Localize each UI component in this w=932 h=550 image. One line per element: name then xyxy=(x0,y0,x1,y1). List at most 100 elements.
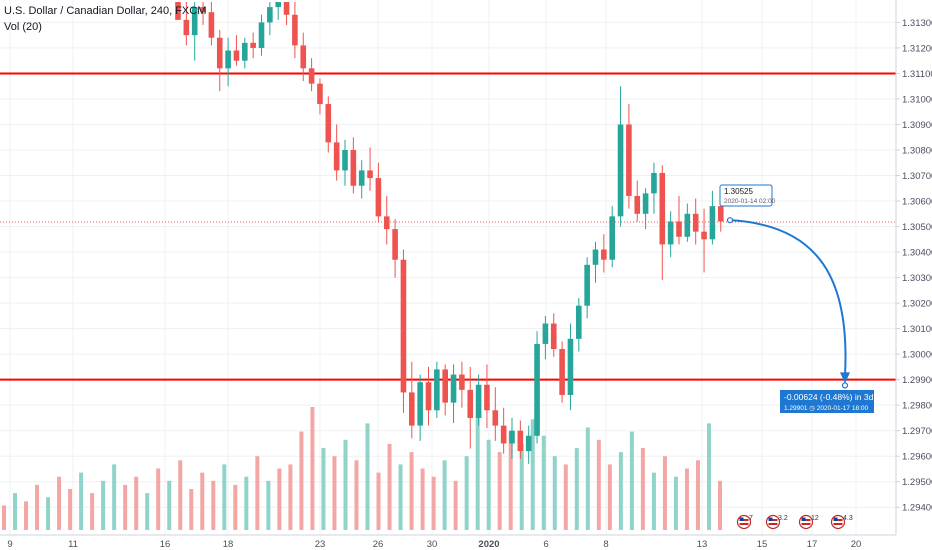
volume-bar xyxy=(233,484,238,530)
volume-bar xyxy=(134,476,139,530)
volume-bar xyxy=(255,456,260,530)
candle-body xyxy=(576,305,582,339)
candle-body xyxy=(442,369,448,403)
candle-body xyxy=(375,178,382,217)
volume-bar xyxy=(35,484,40,530)
time-tick-label: 6 xyxy=(543,539,548,550)
candle-body xyxy=(392,229,398,260)
volume-bar xyxy=(112,464,117,530)
candle-body xyxy=(216,37,223,69)
candle-body xyxy=(233,50,240,61)
candle-body xyxy=(409,392,415,426)
volume-bar xyxy=(376,472,381,530)
flag-value: 4.3 xyxy=(843,515,853,522)
volume-bar xyxy=(442,460,447,530)
price-tick-label: 1.30900 xyxy=(902,120,932,131)
us-event-flag-icon[interactable]: 7 xyxy=(736,514,754,530)
price-tick-label: 1.30800 xyxy=(902,146,932,157)
volume-bar xyxy=(607,464,612,530)
price-tick-label: 1.30000 xyxy=(902,350,932,361)
candle-body xyxy=(626,124,632,196)
candle-body xyxy=(492,410,499,426)
volume-bar xyxy=(310,407,315,530)
time-tick-label: 30 xyxy=(427,539,438,550)
candle-body xyxy=(609,216,615,260)
volume-bar xyxy=(343,439,348,530)
candle-body xyxy=(191,7,198,36)
flag-canton xyxy=(768,517,773,521)
candle-body xyxy=(292,14,298,46)
candle-body xyxy=(584,264,590,306)
volume-bar xyxy=(706,423,711,530)
candle-body xyxy=(467,389,474,418)
candle-body xyxy=(242,42,248,61)
flag-stripe xyxy=(739,523,749,525)
flag-stripe xyxy=(768,519,778,521)
candle-body xyxy=(308,68,315,84)
candle-body xyxy=(450,374,457,403)
volume-bar xyxy=(552,456,557,530)
price-tick-label: 1.30200 xyxy=(902,299,932,310)
candle-body xyxy=(275,2,281,8)
price-tick-label: 1.29600 xyxy=(902,452,932,463)
candle-body xyxy=(592,249,599,265)
us-event-flag-icon[interactable]: 4.3 xyxy=(830,514,853,530)
volume-bar xyxy=(718,480,722,530)
time-tick-label: 15 xyxy=(757,539,768,550)
volume-bar xyxy=(244,476,249,530)
price-tick-label: 1.30400 xyxy=(902,248,932,259)
flag-value: 12 xyxy=(811,515,819,522)
us-event-flag-icon[interactable]: 12 xyxy=(798,514,819,530)
time-tick-label: 17 xyxy=(807,539,818,550)
price-axis-bg xyxy=(896,0,932,550)
volume-bar xyxy=(541,435,546,530)
flag-stripe xyxy=(801,519,811,521)
volume-bar xyxy=(629,431,634,530)
grid-lines xyxy=(0,0,896,535)
volume-bar xyxy=(90,493,95,530)
callout-price: 1.30525 xyxy=(724,187,753,196)
volume-bar xyxy=(453,480,458,530)
time-tick-label: 8 xyxy=(603,539,608,550)
flag-stripe xyxy=(768,523,778,525)
volume-bar xyxy=(222,464,227,530)
volume-bar xyxy=(68,489,73,530)
candle-body xyxy=(317,83,323,105)
projection-arrow-curve xyxy=(729,219,847,376)
time-tick-label: 20 xyxy=(851,539,862,550)
volume-bar xyxy=(332,456,337,530)
candle-body xyxy=(417,382,423,426)
us-event-flag-icon[interactable]: 3.2 xyxy=(765,514,788,530)
projection-arrowhead xyxy=(840,372,850,384)
volume-bar xyxy=(486,439,491,530)
flag-canton xyxy=(801,517,806,521)
volume-bar xyxy=(57,476,62,530)
candle-body xyxy=(425,382,432,411)
candle-body xyxy=(183,19,190,36)
volume-bar xyxy=(321,448,326,530)
volume-bar xyxy=(277,468,282,530)
candle-body xyxy=(651,172,657,194)
candle-body xyxy=(225,50,231,69)
symbol-title: U.S. Dollar / Canadian Dollar, 240, FXCM xyxy=(4,5,207,17)
price-tick-label: 1.30500 xyxy=(902,222,932,233)
volume-bar xyxy=(563,464,568,530)
candle-body xyxy=(525,435,532,452)
candle-body xyxy=(559,349,565,395)
candle-body xyxy=(692,213,699,232)
event-flags[interactable]: 7 3.2 12 4.3 xyxy=(736,514,853,530)
volume-bar xyxy=(24,501,29,530)
candle-body xyxy=(475,384,482,418)
price-projection[interactable]: 1.30525 2020-01-14 02:00 -0.00624 (-0.48%)… xyxy=(719,184,890,413)
price-tick-label: 1.30600 xyxy=(902,197,932,208)
volume-bar xyxy=(431,476,436,530)
candle-body xyxy=(642,193,649,214)
candle-body xyxy=(358,170,365,186)
candles xyxy=(175,2,724,464)
volume-bar xyxy=(167,480,172,530)
projection-label-box xyxy=(780,390,874,413)
candle-body xyxy=(208,12,215,38)
candle-body xyxy=(484,384,490,411)
candle-body xyxy=(250,42,256,48)
